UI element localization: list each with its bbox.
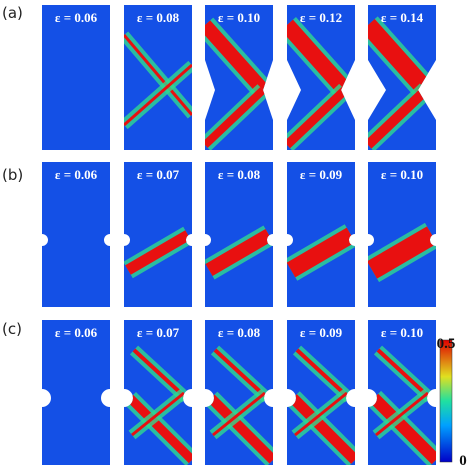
shear-bands <box>368 16 436 150</box>
strain-label: ε = 0.08 <box>218 167 261 182</box>
band-core <box>132 348 188 400</box>
band-core <box>126 394 192 464</box>
strain-label: ε = 0.10 <box>218 10 260 25</box>
shear-bands <box>205 345 273 465</box>
shear-bands <box>124 345 192 465</box>
strain-label: ε = 0.12 <box>300 10 342 25</box>
band-core <box>368 86 430 149</box>
specimen <box>42 320 110 465</box>
colorbar <box>439 339 453 463</box>
row-label: (a) <box>2 4 23 22</box>
band-core <box>205 20 269 95</box>
band-core <box>369 393 436 465</box>
band-core <box>207 394 273 464</box>
band-core <box>205 228 273 277</box>
specimen <box>42 162 110 307</box>
band-core <box>213 348 269 400</box>
shear-bands <box>368 222 436 283</box>
strain-label: ε = 0.10 <box>381 167 423 182</box>
strain-label: ε = 0.10 <box>381 325 423 340</box>
strain-label: ε = 0.07 <box>137 325 180 340</box>
band-core <box>289 394 355 464</box>
band-core <box>124 63 192 127</box>
strain-label: ε = 0.06 <box>55 10 98 25</box>
shear-bands <box>124 226 192 279</box>
band-core <box>368 226 436 279</box>
band-core <box>376 348 432 400</box>
shear-bands <box>205 17 272 150</box>
strain-label: ε = 0.14 <box>381 10 424 25</box>
shear-bands <box>287 17 354 150</box>
band-core <box>205 87 266 148</box>
strain-label: ε = 0.07 <box>137 167 180 182</box>
strain-label: ε = 0.06 <box>55 167 98 182</box>
specimen <box>42 5 110 150</box>
band-core <box>212 391 266 437</box>
strain-label: ε = 0.09 <box>300 167 343 182</box>
band-core <box>295 348 351 400</box>
shear-bands <box>287 345 355 465</box>
band-core <box>287 227 355 278</box>
band-core <box>287 86 349 149</box>
band-core <box>294 391 348 437</box>
strain-label: ε = 0.08 <box>137 10 180 25</box>
shear-bands <box>124 31 192 130</box>
panels: (a) ε = 0.06 ε = 0.08 ε = 0.10 ε = 0.12 ε = 0… <box>2 4 436 465</box>
row-label: (b) <box>2 166 23 184</box>
band-core <box>287 19 351 96</box>
strain-label: ε = 0.08 <box>218 325 261 340</box>
band-core <box>375 391 429 437</box>
shear-bands <box>287 224 355 281</box>
colorbar-min: 0 <box>459 453 467 469</box>
shear-bands <box>368 345 436 465</box>
band-core <box>125 230 191 275</box>
strain-label: ε = 0.06 <box>55 325 98 340</box>
colorbar-max: 0.5 <box>437 336 456 352</box>
band-core <box>131 391 185 437</box>
band-core <box>368 19 433 96</box>
shear-bands <box>205 225 273 280</box>
band-core <box>124 34 192 116</box>
strain-label: ε = 0.09 <box>300 325 343 340</box>
row-label: (c) <box>2 320 22 338</box>
